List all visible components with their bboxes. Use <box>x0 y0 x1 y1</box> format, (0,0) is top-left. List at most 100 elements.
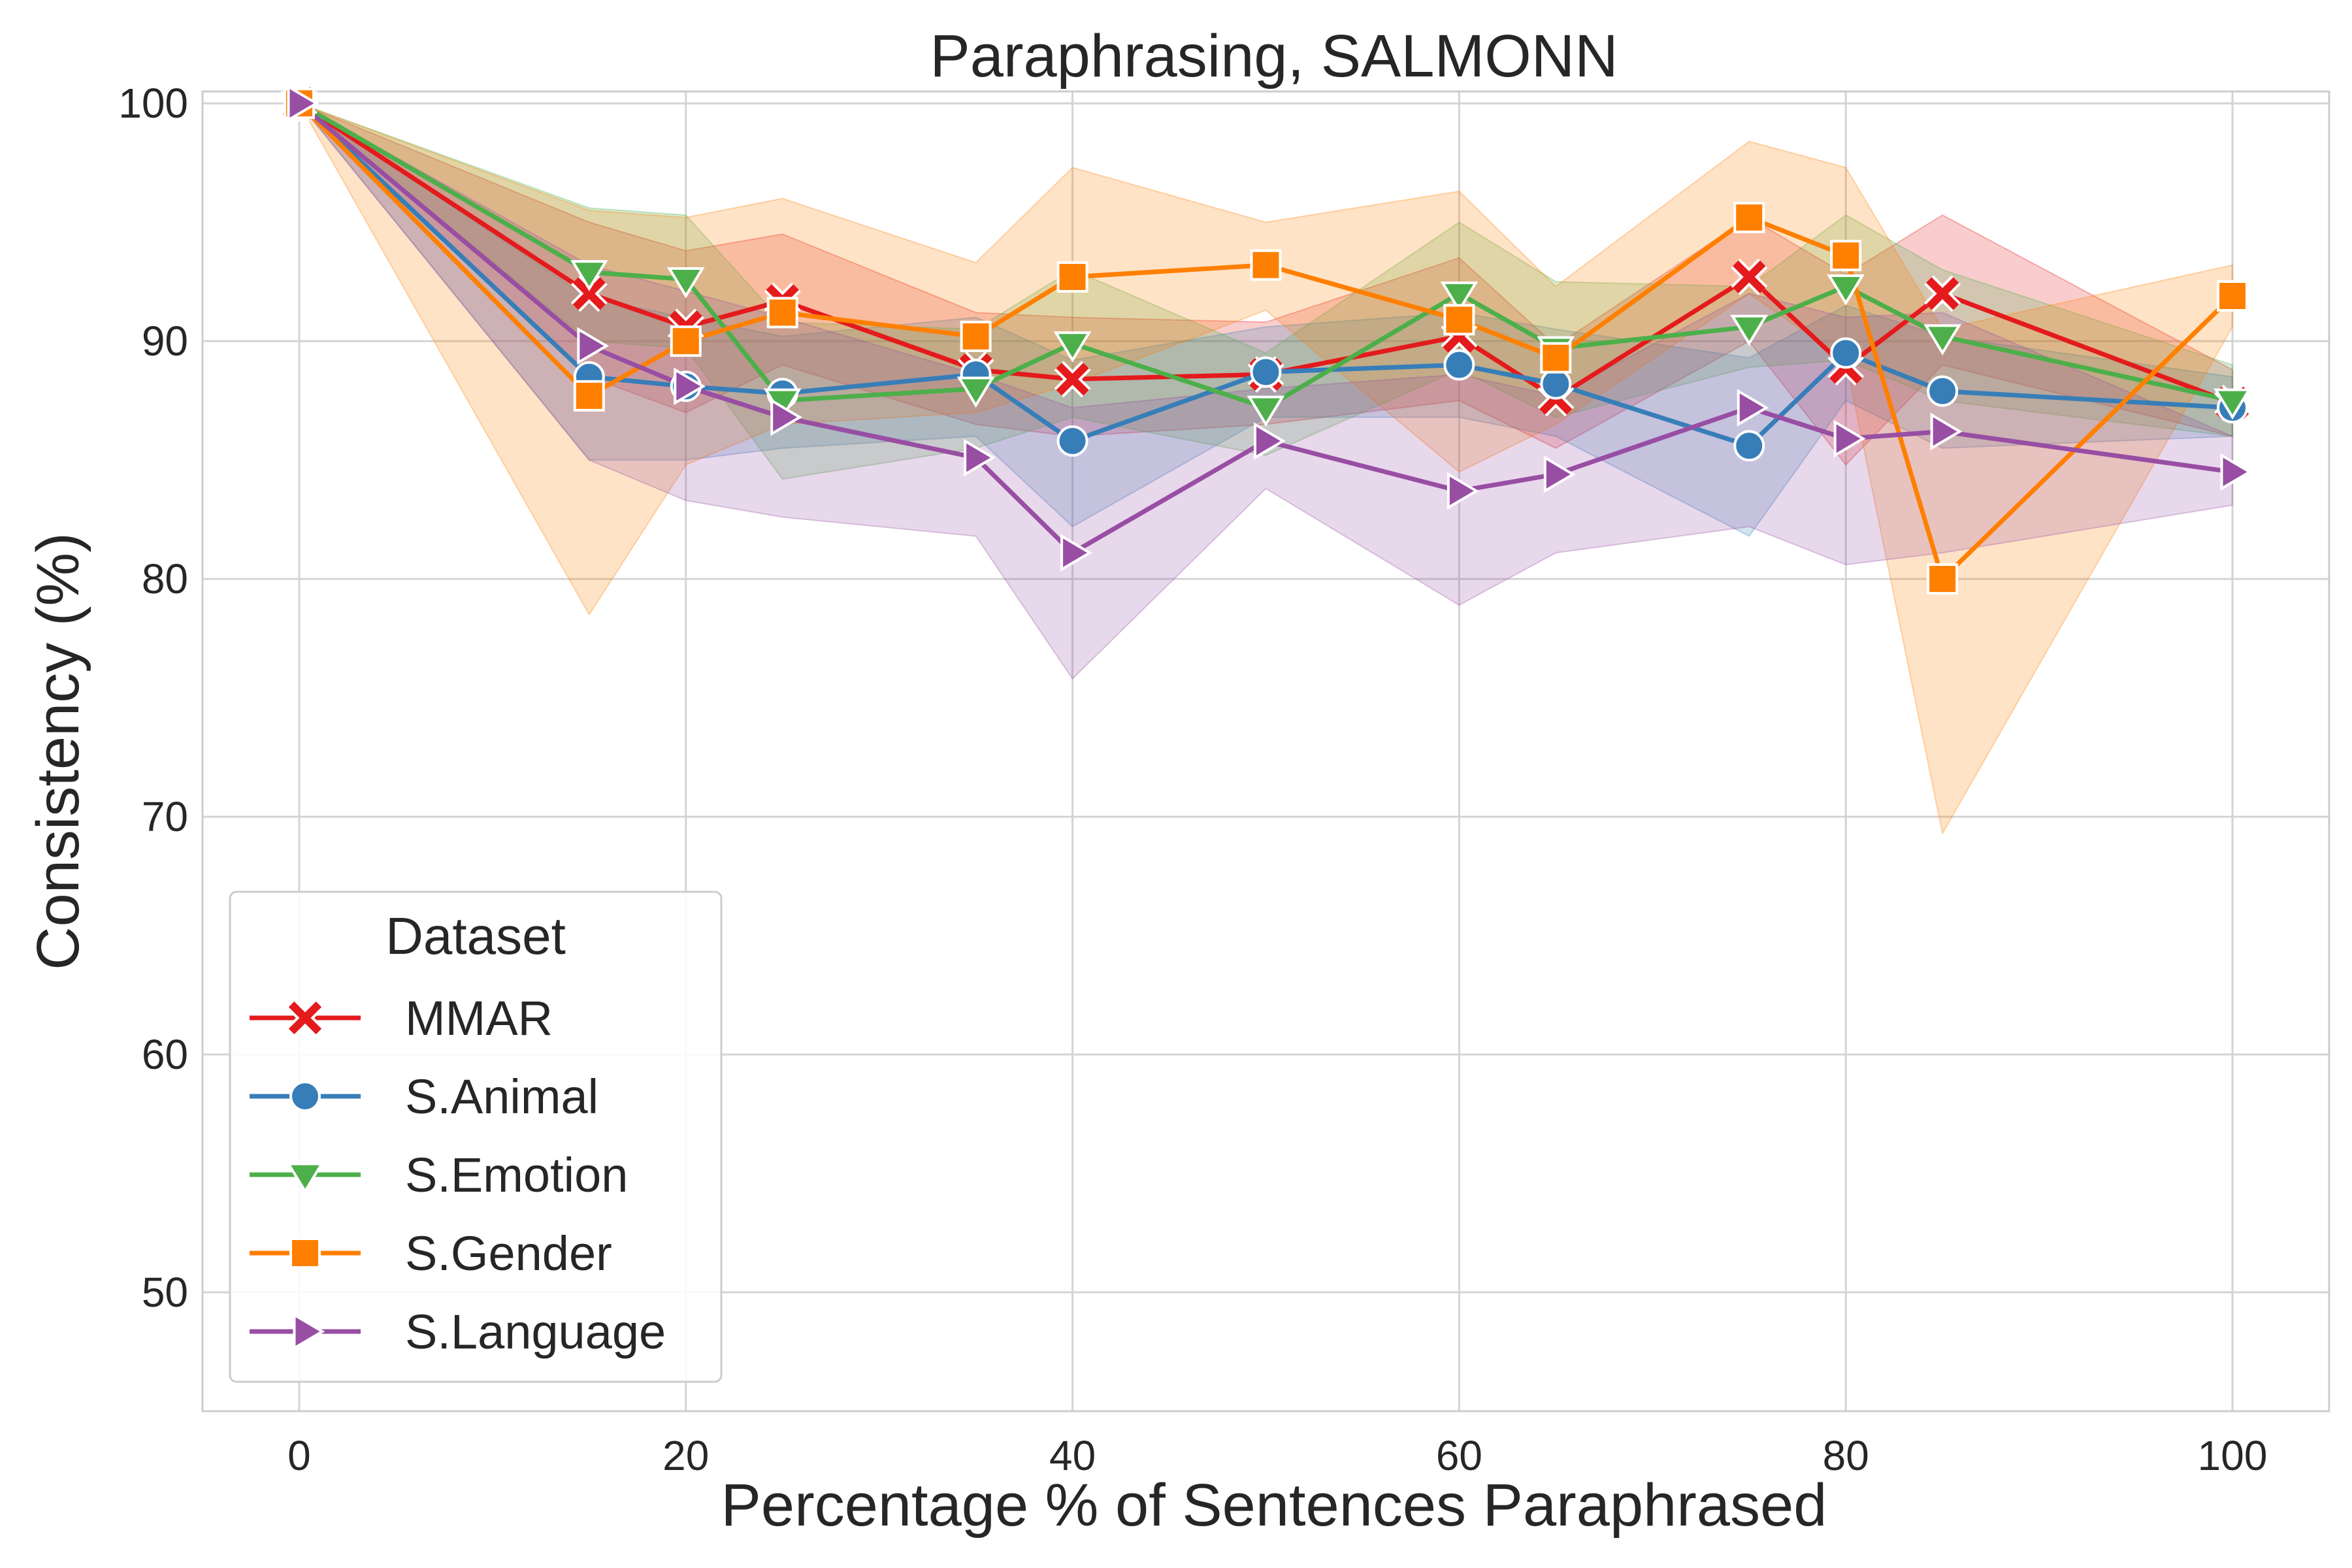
legend-label: S.Emotion <box>405 1148 628 1202</box>
point-s-language <box>1254 422 1286 460</box>
point-s-language <box>770 398 803 436</box>
point-mmar <box>1054 361 1091 398</box>
y-tick-label: 80 <box>142 555 188 602</box>
point-s-emotion <box>1053 331 1092 363</box>
y-tick-label: 60 <box>142 1031 188 1078</box>
point-s-emotion-shape <box>1827 274 1865 306</box>
x-tick-label: 80 <box>1823 1432 1869 1479</box>
point-s-language-shape <box>287 84 319 122</box>
legend-item-s-animal: S.Animal <box>250 1070 598 1124</box>
point-s-gender <box>1733 201 1765 233</box>
point-s-emotion-shape <box>570 260 608 291</box>
point-s-gender <box>1443 304 1475 336</box>
point-s-language <box>1446 472 1479 510</box>
legend-swatch-marker <box>289 1237 321 1269</box>
point-s-language-shape <box>770 398 803 436</box>
point-s-gender <box>766 297 798 329</box>
legend-title: Dataset <box>385 907 566 965</box>
legend-box <box>229 890 723 1383</box>
legend-label: S.Gender <box>405 1226 612 1281</box>
x-tick-label: 20 <box>662 1432 709 1479</box>
legend-label: S.Animal <box>405 1070 598 1124</box>
point-s-language <box>1737 389 1769 427</box>
point-s-language <box>577 327 610 365</box>
point-s-gender-shape <box>1540 342 1572 374</box>
point-s-gender-shape <box>1830 240 1862 272</box>
point-s-language-shape <box>1930 412 1963 451</box>
y-tick-label: 100 <box>118 80 188 127</box>
legend-label: MMAR <box>405 991 553 1045</box>
legend-swatch-marker-shape <box>286 1162 324 1194</box>
legend: Dataset MMAR S.Animal S.Emotion S.Gender S.L… <box>229 890 723 1383</box>
point-s-gender <box>1056 261 1088 293</box>
legend-swatch-marker <box>289 1081 321 1112</box>
point-s-gender-shape <box>1443 304 1475 336</box>
point-s-language-shape <box>577 327 610 365</box>
x-tick-label: 60 <box>1436 1432 1482 1479</box>
point-s-animal <box>1443 349 1475 381</box>
point-s-gender-shape <box>960 320 992 352</box>
point-s-gender-shape <box>1927 563 1959 595</box>
point-s-language <box>2220 453 2253 491</box>
x-tick-label: 100 <box>2198 1432 2268 1479</box>
point-s-gender-shape <box>766 297 798 329</box>
legend-swatch-marker <box>286 1162 324 1194</box>
legend-label: S.Language <box>405 1305 666 1359</box>
point-s-emotion-shape <box>1440 281 1478 313</box>
point-mmar-shape <box>1056 363 1089 396</box>
point-s-language <box>1930 412 1963 451</box>
legend-item-s-gender: S.Gender <box>250 1226 612 1281</box>
point-s-emotion <box>1730 314 1769 346</box>
point-s-emotion-shape <box>1923 324 1962 356</box>
point-s-language-shape <box>1833 419 1866 458</box>
point-s-emotion-shape <box>956 376 995 408</box>
point-s-language-shape <box>1737 389 1769 427</box>
chart-title: Paraphrasing, SALMONN <box>930 23 1618 90</box>
point-s-language <box>674 367 706 406</box>
point-s-language-shape <box>674 367 706 406</box>
x-axis-label: Percentage % of Sentences Paraphrased <box>721 1472 1827 1539</box>
y-tick-label: 50 <box>142 1269 188 1316</box>
point-s-animal <box>1056 425 1088 457</box>
point-s-emotion <box>1247 395 1285 427</box>
point-s-language <box>287 84 319 122</box>
point-s-gender <box>1830 240 1862 272</box>
point-s-emotion-shape <box>1247 395 1285 427</box>
point-s-animal-shape <box>1056 425 1088 457</box>
point-s-language-shape <box>1254 422 1286 460</box>
point-s-gender-shape <box>1733 201 1765 233</box>
point-s-animal-shape <box>1250 356 1282 388</box>
legend-item-mmar: MMAR <box>250 991 553 1045</box>
point-s-emotion <box>1827 274 1865 306</box>
point-s-emotion <box>1923 324 1962 356</box>
point-s-emotion <box>570 260 608 291</box>
point-s-emotion-shape <box>1730 314 1769 346</box>
legend-item-s-language: S.Language <box>250 1305 666 1359</box>
point-s-language-shape <box>964 438 996 477</box>
point-s-gender <box>1540 342 1572 374</box>
point-s-animal-shape <box>1443 349 1475 381</box>
y-tick-label: 70 <box>142 793 188 840</box>
legend-swatch-marker-shape <box>293 1313 325 1350</box>
point-s-emotion <box>666 267 705 299</box>
point-s-emotion-shape <box>1053 331 1092 363</box>
point-s-gender-shape <box>670 325 702 357</box>
point-s-animal-shape <box>1733 430 1765 462</box>
x-tick-labels: 0 20 40 60 80 100 <box>287 1432 2267 1479</box>
point-s-animal <box>1927 375 1959 407</box>
legend-swatch-marker-shape <box>289 1081 321 1112</box>
point-s-emotion <box>2213 388 2251 420</box>
point-s-gender <box>1927 563 1959 595</box>
point-mmar-shape <box>1733 260 1766 294</box>
point-s-gender <box>2217 280 2249 312</box>
y-axis-label: Consistency (%) <box>25 532 91 970</box>
legend-items: MMAR S.Animal S.Emotion S.Gender S.Language <box>250 991 666 1359</box>
point-s-gender-shape <box>1056 261 1088 293</box>
point-s-gender <box>1250 249 1282 281</box>
x-tick-label: 0 <box>287 1432 311 1479</box>
point-s-animal-shape <box>1540 368 1572 400</box>
point-mmar <box>1924 275 1961 312</box>
y-tick-label: 90 <box>142 318 188 365</box>
point-s-language-shape <box>1543 455 1576 493</box>
